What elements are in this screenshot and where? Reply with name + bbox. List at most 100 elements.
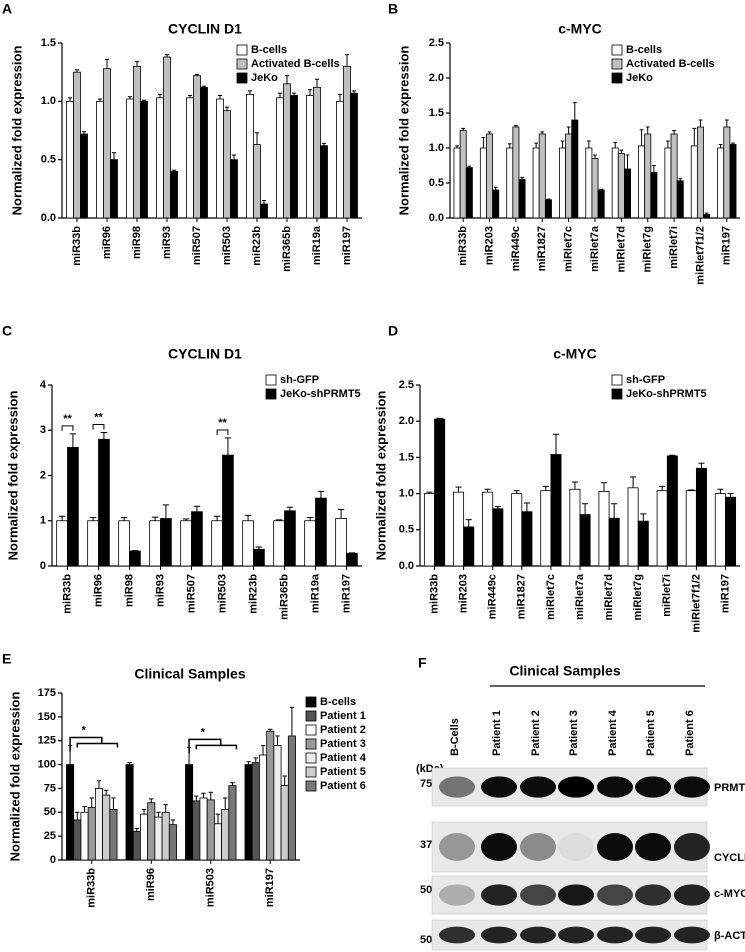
bar [230, 159, 238, 219]
error-bar [731, 142, 735, 145]
x-tick-label: miR507 [191, 226, 203, 265]
chart-title: c-MYC [558, 21, 602, 37]
y-tick-label: 150 [38, 711, 56, 723]
error-bar [162, 504, 170, 519]
bar [579, 514, 591, 567]
bar [304, 520, 316, 567]
bar [156, 97, 164, 219]
error-bar [484, 488, 491, 493]
x-tick-label: miRlet7g [642, 226, 654, 272]
blot-band [597, 833, 633, 861]
error-bar [337, 93, 343, 102]
bar [617, 153, 625, 219]
bar [670, 133, 678, 219]
bar [223, 110, 231, 219]
x-tick-label: miR203 [483, 226, 495, 265]
bar [161, 811, 170, 861]
bar [154, 816, 163, 861]
error-bar [640, 513, 647, 522]
error-bar [599, 188, 603, 190]
error-bar [639, 129, 644, 146]
error-bar [351, 90, 357, 94]
error-bar [494, 506, 501, 509]
error-bar [254, 132, 260, 145]
blot-band [635, 926, 671, 944]
error-bar [307, 89, 313, 96]
legend-label: JeKo-shPRMT5 [626, 388, 707, 400]
error-bar [698, 119, 703, 127]
lane-label: Patient 2 [530, 710, 542, 756]
bar [102, 794, 111, 861]
y-tick-label: 50 [44, 806, 56, 818]
error-bar [89, 517, 97, 521]
blot-band [520, 833, 556, 861]
bar [253, 144, 261, 219]
y-tick-label: 2.0 [399, 415, 414, 427]
y-tick-label: 125 [38, 735, 56, 747]
bar [320, 145, 328, 219]
bar [66, 764, 75, 861]
error-bar [306, 517, 314, 521]
blot-band [597, 776, 633, 798]
y-axis-label: Normalized fold expression [7, 692, 22, 862]
bar [492, 508, 504, 567]
bar [213, 823, 222, 861]
bar [350, 92, 358, 219]
bar [459, 130, 467, 219]
legend-label: Activated B-cells [251, 58, 340, 70]
legend-label: sh-GFP [280, 374, 319, 386]
x-tick-label: miRlet7i [661, 574, 673, 617]
bar [191, 511, 203, 567]
bar [532, 147, 540, 219]
x-tick-label: miR197 [719, 574, 731, 613]
error-bar [141, 808, 147, 815]
error-bar [546, 198, 551, 200]
bar [251, 762, 260, 861]
error-bar [645, 126, 650, 134]
bar [80, 133, 88, 219]
x-tick-label: miR449c [487, 574, 499, 619]
y-tick-label: 1.0 [41, 95, 56, 107]
blot-band [481, 884, 517, 906]
bar [73, 819, 82, 861]
bar [313, 86, 321, 219]
error-bar [194, 74, 200, 76]
legend-swatch [236, 72, 248, 84]
bar [118, 520, 130, 567]
error-bar [461, 127, 466, 131]
bar [453, 491, 465, 567]
bar [703, 214, 711, 219]
bar [434, 418, 446, 567]
bar [216, 98, 224, 219]
protein-label: β-ACTIN [714, 930, 745, 942]
bar [463, 526, 475, 567]
error-bar [275, 519, 283, 521]
error-bar [534, 142, 538, 148]
bar [199, 797, 208, 861]
bar [550, 454, 562, 567]
bar [66, 100, 74, 219]
panel-letter: A [2, 1, 12, 17]
bar [273, 745, 282, 861]
bar [132, 830, 141, 861]
error-bar [104, 789, 109, 796]
error-bar [514, 125, 518, 127]
significance-label: ** [218, 417, 227, 429]
bar [192, 800, 201, 861]
blot-band [481, 776, 517, 798]
y-tick-label: 2.5 [429, 37, 444, 49]
x-tick-label: miR197 [341, 226, 353, 265]
x-tick-label: miR93 [161, 226, 173, 259]
bar [723, 126, 731, 219]
blot-band [439, 833, 475, 861]
error-bar [255, 546, 263, 550]
y-tick-label: 75 [44, 782, 56, 794]
x-tick-label: miR507 [185, 574, 197, 613]
error-bar [540, 131, 545, 134]
error-bar [201, 85, 207, 88]
bar [559, 147, 566, 219]
bar [87, 807, 96, 861]
bar [696, 126, 704, 219]
blot-band [674, 926, 710, 944]
